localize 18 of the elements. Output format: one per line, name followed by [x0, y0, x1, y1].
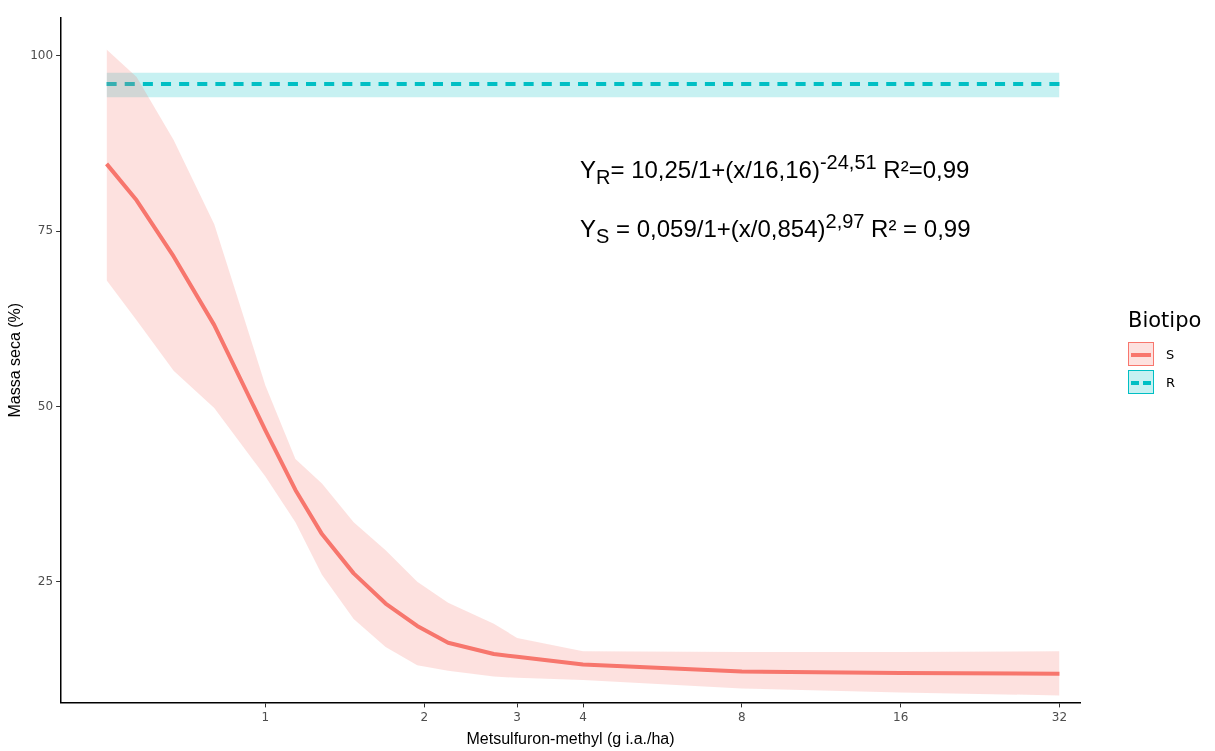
legend-label: R: [1166, 374, 1176, 390]
x-tick-label: 16: [893, 709, 909, 724]
y-tick-label: 25: [37, 573, 54, 588]
legend-title: Biotipo: [1128, 308, 1202, 332]
legend-label: S: [1166, 346, 1175, 362]
x-axis-title: Metsulfuron-methyl (g i.a./ha): [466, 729, 675, 747]
x-tick-label: 8: [738, 709, 746, 724]
x-tick-label: 1: [261, 709, 270, 724]
y-tick-label: 100: [30, 47, 54, 62]
y-axis-title: Massa seca (%): [6, 302, 24, 418]
x-tick-label: 32: [1051, 709, 1068, 724]
annotation: Y$_{R}$= 10,25/1+(x/16,16)$^{-24,51}$ R²=0,99: [580, 150, 971, 190]
y-tick-label: 50: [37, 398, 54, 413]
x-tick-label: 3: [513, 709, 521, 724]
y-tick-label: 75: [37, 223, 54, 238]
x-tick-label: 2: [420, 709, 429, 724]
x-tick-label: 4: [579, 709, 587, 724]
annotation: Y$_{S}$ = 0,059/1+(x/0,854)$^{2,97}$ R² = 0,99: [580, 208, 971, 249]
